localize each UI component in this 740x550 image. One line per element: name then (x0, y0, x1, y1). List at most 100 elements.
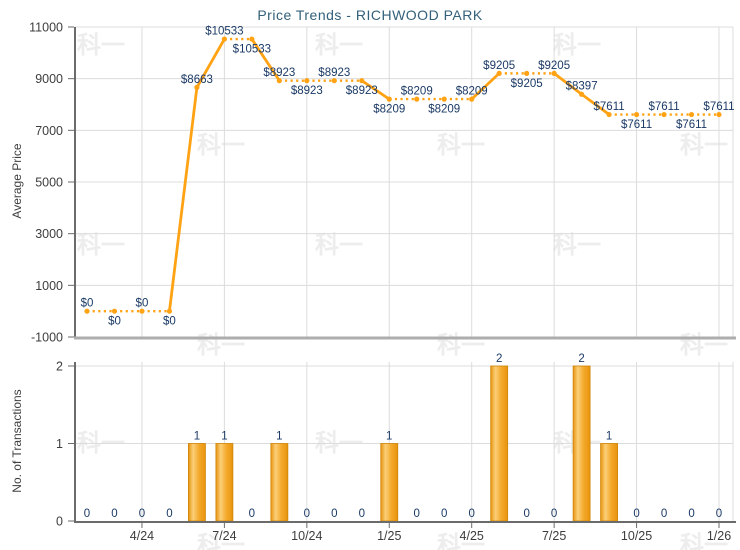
price-point (276, 78, 282, 84)
watermark-text: 科一 (315, 32, 363, 59)
txn-y-tick-label: 1 (56, 437, 63, 451)
price-y-tick-label: 9000 (35, 72, 63, 86)
price-point (84, 308, 90, 314)
transaction-count-label: 1 (221, 431, 227, 443)
transaction-count-label: 0 (139, 508, 145, 520)
price-y-tick-label: 11000 (29, 21, 63, 35)
price-y-tick-label: -1000 (31, 331, 63, 345)
x-axis-tick-label: 7/24 (212, 529, 236, 543)
price-point (716, 111, 722, 118)
transaction-count-label: 0 (468, 508, 474, 520)
watermark-text: 科一 (680, 532, 728, 550)
price-segment-solid (168, 87, 199, 312)
transaction-count-label: 0 (331, 508, 337, 520)
transaction-count-label: 0 (359, 508, 365, 520)
transaction-count-label: 0 (633, 508, 639, 520)
transaction-bar (380, 443, 399, 522)
watermark-text: 科一 (315, 232, 363, 259)
average-price-axis-title: Average Price (10, 143, 24, 219)
price-point (359, 78, 365, 84)
price-point-label: $7611 (648, 101, 679, 113)
price-point (166, 308, 173, 314)
transaction-count-label: 0 (84, 508, 90, 520)
x-axis-tick-label: 10/25 (621, 529, 652, 543)
watermark-text: 科一 (553, 232, 601, 259)
price-point (194, 84, 200, 90)
watermark-text: 科一 (437, 132, 485, 159)
watermark-text: 科一 (197, 132, 245, 159)
price-point-label: $8923 (318, 67, 350, 79)
price-segment-solid (250, 38, 281, 82)
txn-y-tick-label: 0 (56, 515, 63, 529)
price-point (414, 96, 420, 102)
price-point-label: $7611 (703, 101, 734, 113)
price-point-label: $7611 (676, 119, 707, 131)
price-point-label: $8209 (456, 86, 488, 98)
x-axis-tick-label: 4/24 (130, 529, 154, 543)
transaction-count-label: 0 (441, 508, 447, 520)
price-segment-solid (553, 72, 583, 96)
price-point (386, 96, 392, 102)
transaction-count-label: 2 (496, 353, 502, 365)
chart-title: Price Trends - RICHWOOD PARK (257, 7, 483, 23)
price-y-tick-label: 5000 (35, 176, 63, 190)
transaction-bar (600, 443, 618, 522)
transaction-count-label: 1 (386, 431, 392, 443)
price-point (579, 91, 585, 97)
transaction-bar (490, 365, 509, 522)
price-segment-solid (580, 93, 610, 116)
price-point (111, 308, 118, 314)
transactions-axis-title: No. of Transactions (10, 389, 24, 493)
price-point-label: $8397 (566, 81, 598, 93)
transaction-count-label: 1 (194, 431, 200, 443)
price-point-label: $10533 (205, 26, 243, 38)
price-point (606, 111, 612, 118)
price-point-label: $9205 (483, 60, 515, 72)
price-point (221, 36, 227, 42)
transaction-count-label: 0 (111, 508, 117, 520)
transaction-count-label: 1 (276, 431, 282, 443)
price-point (633, 111, 640, 118)
watermark-text: 科一 (680, 132, 728, 159)
price-point (496, 70, 502, 76)
txn-y-tick-label: 2 (56, 360, 63, 374)
price-point-label: $8923 (346, 85, 378, 97)
transaction-bar (572, 365, 591, 522)
price-segment-solid (195, 38, 226, 89)
price-segment-solid (470, 72, 501, 101)
transaction-bar (188, 443, 206, 522)
price-y-tick-label: 1000 (35, 279, 63, 293)
price-point-label: $0 (81, 298, 94, 310)
price-point-label: $10533 (233, 44, 271, 56)
price-segment-solid (361, 79, 391, 101)
transaction-count-label: 0 (551, 508, 557, 520)
x-axis-tick-label: 1/25 (377, 529, 401, 543)
transaction-count-label: 1 (606, 431, 612, 443)
price-point (524, 70, 530, 76)
watermark-text: 科一 (77, 32, 125, 59)
price-point-label: $0 (163, 316, 176, 328)
price-point-label: $8209 (428, 104, 460, 116)
transaction-bar (215, 443, 234, 522)
x-axis-tick-label: 7/25 (542, 529, 566, 543)
transaction-count-label: 0 (716, 508, 722, 520)
x-axis-tick-label: 10/24 (291, 529, 322, 543)
price-point-label: $9205 (511, 78, 543, 90)
price-point (441, 96, 447, 102)
price-point (688, 111, 695, 118)
price-point-label: $8209 (401, 86, 433, 98)
price-point-label: $0 (136, 298, 149, 310)
price-point (469, 96, 475, 102)
price-point (304, 78, 310, 84)
price-point-label: $7611 (621, 119, 652, 131)
price-point-label: $0 (108, 316, 121, 328)
price-point (139, 308, 145, 314)
transaction-count-label: 0 (166, 508, 172, 520)
transaction-count-label: 0 (249, 508, 255, 520)
price-point-label: $9205 (538, 60, 570, 72)
transaction-count-label: 0 (414, 508, 420, 520)
transaction-bar (270, 443, 289, 522)
transaction-count-label: 0 (661, 508, 667, 520)
price-point-label: $7611 (594, 101, 625, 113)
